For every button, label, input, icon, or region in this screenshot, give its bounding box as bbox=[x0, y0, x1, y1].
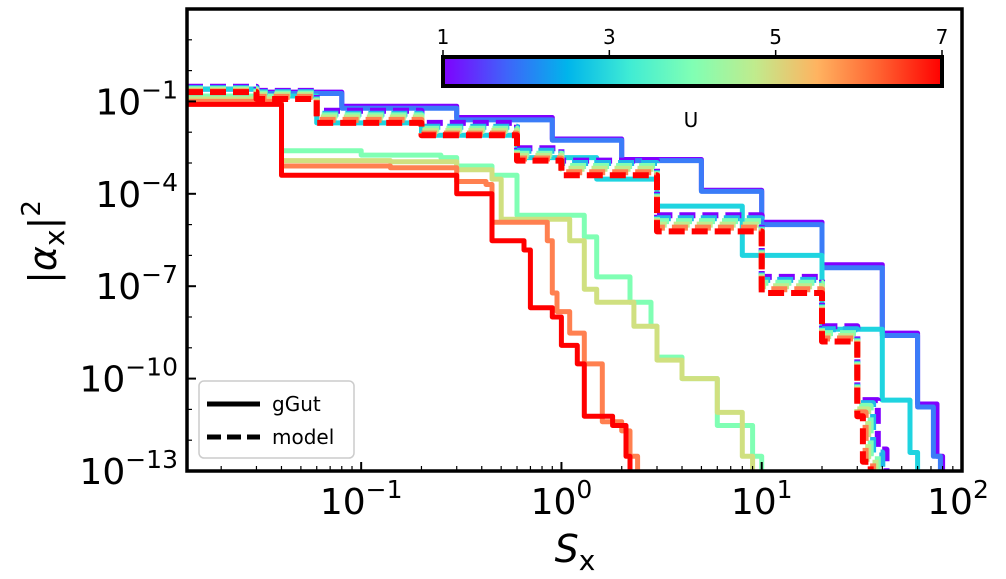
series-line-6 bbox=[187, 101, 633, 471]
legend-entry-model: model bbox=[272, 425, 334, 449]
x-tick-label: 10−1 bbox=[320, 475, 403, 523]
y-tick-label: 10−10 bbox=[79, 353, 178, 401]
y-tick-label: 10−1 bbox=[95, 75, 178, 123]
y-tick-label: 10−13 bbox=[79, 445, 178, 493]
legend-entry-ggut: gGut bbox=[272, 392, 321, 416]
colorbar-tick-label: 1 bbox=[437, 25, 450, 49]
colorbar-tick-label: 5 bbox=[769, 25, 782, 49]
colorbar-label: U bbox=[684, 108, 699, 132]
series-line-12 bbox=[187, 89, 874, 471]
y-axis-label: |αx|2 bbox=[17, 200, 71, 284]
colorbar-tick-label: 7 bbox=[936, 25, 949, 49]
y-tick-labels: 10−1 10−4 10−7 10−10 10−13 bbox=[79, 75, 178, 493]
colorbar: 1 3 5 7 U bbox=[437, 25, 949, 132]
x-tick-label: 101 bbox=[731, 475, 793, 523]
y-tick-label: 10−7 bbox=[95, 260, 178, 308]
legend: gGut model bbox=[198, 380, 355, 459]
colorbar-ticks: 1 3 5 7 bbox=[437, 25, 949, 57]
series-line-1 bbox=[187, 86, 943, 471]
plot-frame bbox=[185, 7, 964, 473]
series-layer bbox=[187, 83, 946, 471]
x-axis-label: Sx bbox=[555, 527, 596, 577]
x-tick-labels: 10−1 100 101 102 bbox=[320, 475, 989, 523]
x-tick-label: 100 bbox=[531, 475, 593, 523]
y-tick-label: 10−4 bbox=[95, 168, 178, 216]
series-line-4 bbox=[187, 96, 756, 471]
colorbar-bar bbox=[441, 55, 944, 88]
x-tick-label: 102 bbox=[927, 475, 989, 523]
colorbar-tick-label: 3 bbox=[603, 25, 616, 49]
